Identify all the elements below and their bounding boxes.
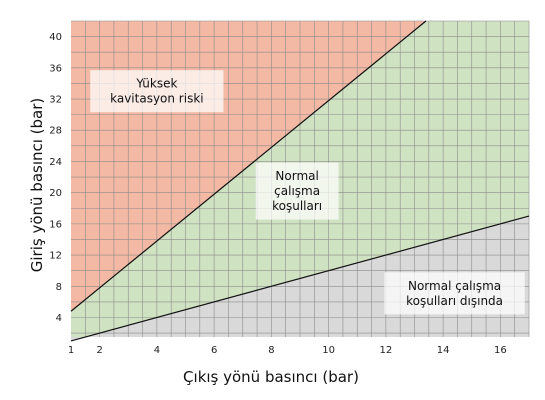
x-tick-label: 14 <box>437 345 450 356</box>
y-tick-label: 20 <box>49 188 62 199</box>
y-tick-label: 4 <box>56 313 62 324</box>
region-label-line: koşulları <box>272 199 322 213</box>
label-box <box>90 70 224 113</box>
x-axis-title: Çıkış yönü basıncı (bar) <box>183 368 359 386</box>
x-tick-labels: 1 2 4 6 8 10 12 14 16 <box>68 345 507 356</box>
y-tick-label: 24 <box>49 157 62 168</box>
region-label-line: çalışma <box>274 184 320 198</box>
region-label-line: Yüksek <box>135 77 177 91</box>
region-label-line: koşulları dışında <box>406 294 503 308</box>
lower-boundary-line <box>70 215 530 342</box>
y-axis-title: Giriş yönü basıncı (bar) <box>28 98 46 273</box>
y-tick-label: 12 <box>49 251 62 262</box>
y-tick-label: 28 <box>49 126 62 137</box>
y-tick-label: 36 <box>49 63 62 74</box>
x-tick-label: 8 <box>268 345 274 356</box>
label-box <box>384 272 525 315</box>
x-tick-label: 16 <box>494 345 507 356</box>
y-tick-label: 16 <box>49 219 62 230</box>
boundary-lines-layer <box>70 20 530 342</box>
x-tick-label: 6 <box>211 345 217 356</box>
label-box <box>255 162 339 220</box>
y-tick-label: 32 <box>49 95 62 106</box>
x-tick-label: 2 <box>96 345 102 356</box>
x-tick-label: 10 <box>322 345 335 356</box>
x-tick-label: 1 <box>68 345 74 356</box>
x-tick-label: 4 <box>154 345 160 356</box>
x-tick-label: 12 <box>380 345 393 356</box>
region-label-line: kavitasyon riski <box>110 92 204 106</box>
y-tick-label: 40 <box>49 32 62 43</box>
y-tick-labels: 4 8 12 16 20 24 28 32 36 40 <box>49 32 62 324</box>
y-tick-label: 8 <box>56 282 62 293</box>
region-label-line: Normal çalışma <box>408 279 501 293</box>
region-label-line: Normal <box>275 169 318 183</box>
cavitation-boundary-line <box>70 20 427 312</box>
